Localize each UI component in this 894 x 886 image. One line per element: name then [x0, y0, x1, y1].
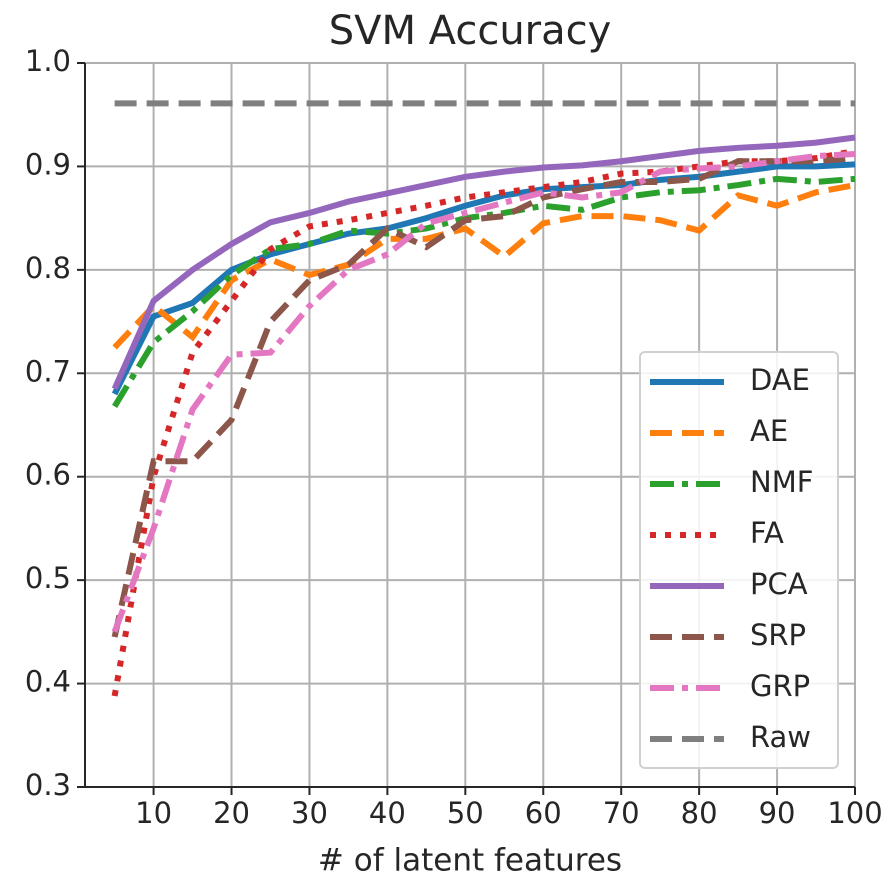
- legend-label: PCA: [750, 567, 808, 601]
- chart-title: SVM Accuracy: [329, 8, 612, 54]
- x-tick-label: 90: [759, 796, 796, 830]
- legend-box: [639, 351, 839, 769]
- legend-label: SRP: [750, 618, 806, 652]
- y-tick-label: 1.0: [25, 44, 71, 78]
- x-tick-label: 10: [135, 796, 172, 830]
- x-tick-label: 100: [827, 796, 882, 830]
- line-series: [112, 175, 856, 408]
- x-tick-label: 40: [369, 796, 406, 830]
- legend-label: Raw: [750, 720, 811, 754]
- line-series: [112, 182, 856, 350]
- line-series: [111, 147, 856, 697]
- x-tick-label: 30: [291, 796, 328, 830]
- legend-label: FA: [750, 516, 784, 550]
- y-tick-label: 0.6: [25, 458, 71, 492]
- y-tick-label: 0.4: [25, 665, 71, 699]
- line-series: [111, 134, 856, 391]
- x-tick-label: 80: [681, 796, 718, 830]
- x-tick-label: 60: [525, 796, 562, 830]
- y-tick-label: 0.3: [25, 768, 71, 802]
- x-tick-label: 70: [603, 796, 640, 830]
- y-tick-label: 0.7: [25, 354, 71, 388]
- legend-label: AE: [750, 414, 788, 448]
- line-series: [111, 151, 856, 633]
- y-tick-label: 0.8: [25, 251, 71, 285]
- y-tick-label: 0.9: [25, 147, 71, 181]
- x-tick-label: 50: [447, 796, 484, 830]
- legend-label: NMF: [750, 465, 813, 499]
- legend-label: GRP: [750, 669, 810, 703]
- x-tick-label: 20: [213, 796, 250, 830]
- y-tick-label: 0.5: [25, 561, 71, 595]
- legend-label: DAE: [750, 363, 810, 397]
- x-axis-label: # of latent features: [318, 843, 622, 879]
